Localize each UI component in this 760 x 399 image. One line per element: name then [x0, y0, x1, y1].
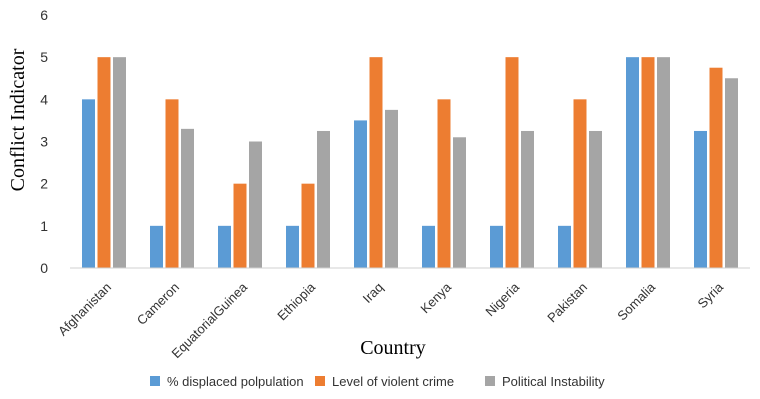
bar-equatorialguinea-3	[249, 141, 262, 268]
bar-afghanistan-2	[97, 57, 111, 268]
x-tick-label: Nigeria	[482, 279, 522, 319]
bar-cameron-1	[150, 225, 163, 268]
bar-iraq-2	[369, 57, 383, 268]
bar-ethiopia-1	[286, 225, 299, 268]
bar-nigeria-1	[490, 225, 503, 268]
y-tick-label: 4	[40, 91, 48, 107]
bar-cameron-3	[181, 128, 194, 268]
x-tick-label: Afghanistan	[55, 280, 114, 339]
x-tick-label: Syria	[695, 279, 727, 311]
bar-equatorialguinea-2	[233, 183, 247, 268]
bar-nigeria-2	[505, 57, 519, 268]
bar-kenya-1	[422, 225, 435, 268]
bar-equatorialguinea-1	[218, 225, 231, 268]
legend: % displaced polpulation Level of violent …	[150, 374, 605, 389]
bar-ethiopia-3	[317, 130, 330, 268]
x-tick-label: Ethiopia	[274, 279, 318, 323]
bar-nigeria-3	[521, 130, 534, 268]
y-axis-title: Conflict Indicator	[7, 48, 29, 191]
bars	[82, 57, 738, 269]
x-tick-label: Cameron	[134, 280, 182, 328]
bar-somalia-2	[641, 57, 655, 268]
bar-iraq-3	[385, 109, 398, 268]
bar-afghanistan-3	[113, 57, 126, 268]
y-tick-label: 0	[40, 260, 48, 276]
x-tick-label: Pakistan	[544, 280, 590, 326]
bar-kenya-2	[437, 99, 451, 268]
legend-swatch	[485, 376, 495, 386]
x-tick-label: Kenya	[417, 279, 454, 316]
x-axis-title: Country	[360, 337, 426, 359]
legend-label: Political Instability	[502, 374, 605, 389]
bar-cameron-2	[165, 99, 179, 268]
bar-syria-2	[709, 67, 723, 268]
x-tick-label: Iraq	[360, 280, 386, 306]
legend-label: Level of violent crime	[332, 374, 454, 389]
y-tick-label: 2	[40, 176, 48, 192]
bar-pakistan-2	[573, 99, 587, 268]
bar-ethiopia-2	[301, 183, 315, 268]
legend-label: % displaced polpulation	[167, 374, 304, 389]
bar-kenya-3	[453, 137, 466, 268]
bar-syria-1	[694, 130, 707, 268]
legend-swatch	[150, 376, 160, 386]
legend-swatch	[315, 376, 325, 386]
bar-pakistan-3	[589, 130, 602, 268]
bar-pakistan-1	[558, 225, 571, 268]
bar-syria-3	[725, 78, 738, 268]
y-tick-label: 6	[40, 7, 48, 23]
y-axis-ticks: 0 1 2 3 4 5 6	[40, 7, 48, 276]
bar-afghanistan-1	[82, 99, 95, 268]
y-tick-label: 5	[40, 49, 48, 65]
y-tick-label: 3	[40, 134, 48, 150]
bar-somalia-3	[657, 57, 670, 268]
bar-iraq-1	[354, 120, 367, 269]
bar-somalia-1	[626, 57, 639, 268]
y-tick-label: 1	[40, 218, 48, 234]
x-tick-label: Somalia	[614, 279, 658, 323]
